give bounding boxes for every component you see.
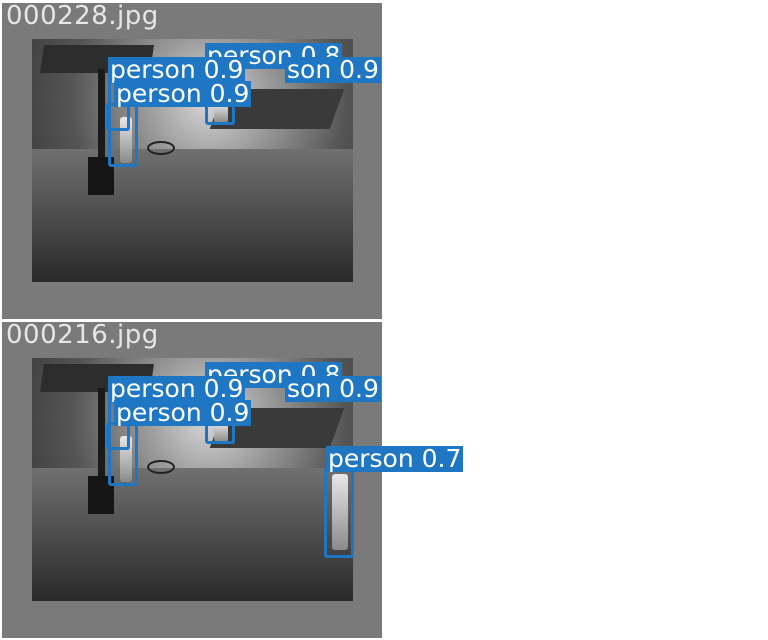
detection-label: person 0.9 <box>114 398 252 427</box>
detection-label: son 0.9 <box>285 55 381 84</box>
detection-label: person 0.7 <box>326 444 464 473</box>
umbrella-pole <box>98 388 105 488</box>
detection-label: person 0.9 <box>108 374 246 403</box>
floor <box>32 468 353 601</box>
detection-label: person 0.9 <box>108 55 246 84</box>
image-panel-2: 000216.jpg person 0.8 person 0.9 son 0.9… <box>2 322 382 638</box>
person-figure <box>214 422 228 442</box>
filename-label: 000228.jpg <box>6 3 159 31</box>
person-figure <box>332 474 348 550</box>
filename-label: 000216.jpg <box>6 322 159 350</box>
image-panel-1: 000228.jpg person 0.8 person 0.9 son 0.9… <box>2 3 382 319</box>
detection-box <box>324 468 354 558</box>
chair-ring <box>147 141 175 155</box>
detection-label: son 0.9 <box>285 374 381 403</box>
floor <box>32 149 353 282</box>
person-figure <box>214 103 228 123</box>
detection-label: person 0.9 <box>114 79 252 108</box>
chair-ring <box>147 460 175 474</box>
umbrella-pole <box>98 69 105 169</box>
